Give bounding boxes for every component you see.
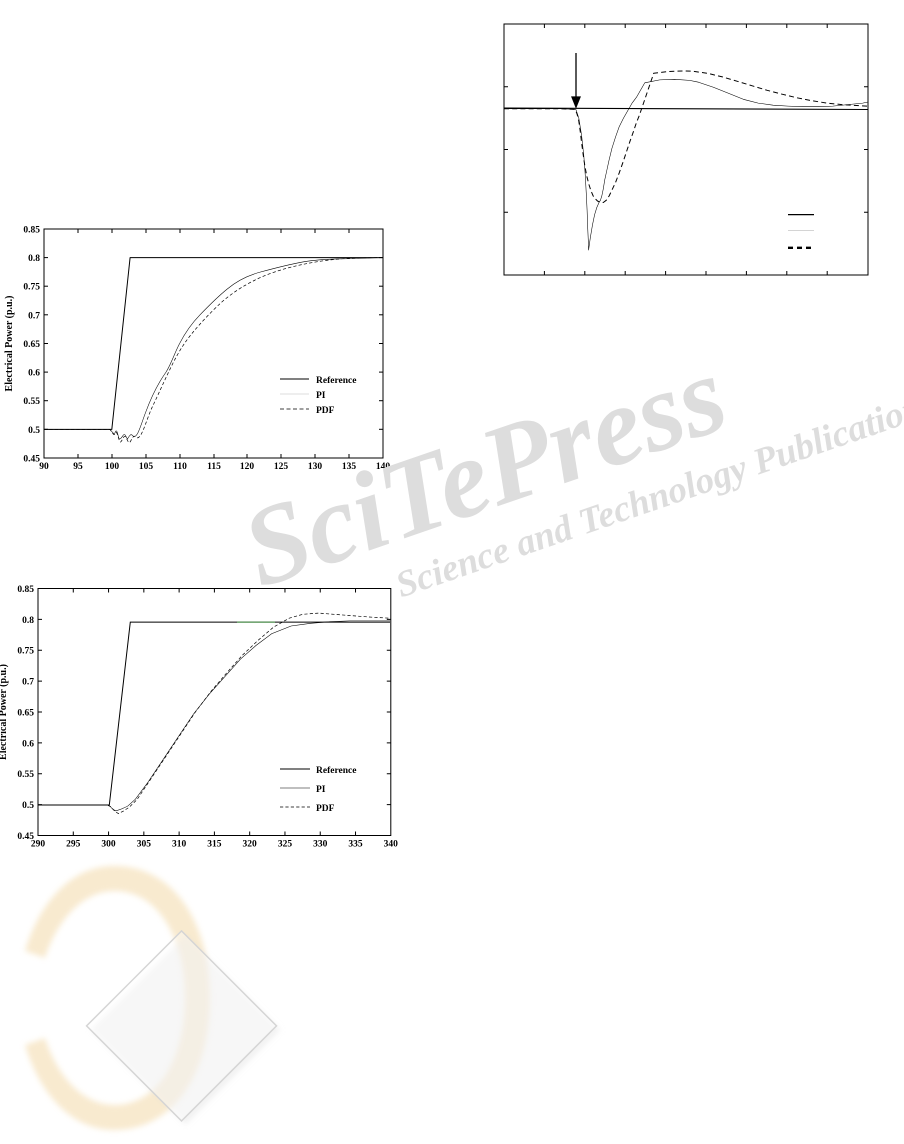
svg-text:95: 95 [73, 462, 83, 470]
svg-text:325: 325 [278, 840, 293, 850]
svg-text:120: 120 [240, 462, 255, 470]
svg-text:Electrical Power (p.u.): Electrical Power (p.u.) [0, 664, 9, 760]
svg-text:0.7: 0.7 [22, 678, 34, 688]
svg-text:0.45: 0.45 [23, 455, 40, 465]
svg-text:110: 110 [173, 462, 187, 470]
svg-text:125: 125 [274, 462, 289, 470]
svg-text:0.8: 0.8 [22, 616, 34, 626]
svg-text:0.5: 0.5 [28, 426, 40, 436]
svg-text:330: 330 [313, 840, 328, 850]
svg-text:0.85: 0.85 [23, 226, 40, 236]
svg-text:0.55: 0.55 [17, 770, 34, 780]
svg-text:140: 140 [376, 462, 391, 470]
svg-text:295: 295 [66, 840, 81, 850]
svg-text:0.65: 0.65 [23, 340, 40, 350]
svg-text:115: 115 [207, 462, 221, 470]
svg-text:100: 100 [105, 462, 120, 470]
svg-text:105: 105 [139, 462, 154, 470]
svg-text:340: 340 [384, 840, 399, 850]
svg-text:0.6: 0.6 [22, 739, 34, 749]
svg-text:320: 320 [243, 840, 258, 850]
svg-text:PI: PI [316, 785, 326, 795]
svg-text:335: 335 [348, 840, 363, 850]
svg-text:0.75: 0.75 [17, 647, 34, 657]
svg-text:0.5: 0.5 [22, 801, 34, 811]
svg-text:0.75: 0.75 [23, 283, 40, 293]
svg-text:0.55: 0.55 [23, 397, 40, 407]
svg-text:PDF: PDF [316, 406, 335, 416]
svg-text:Reference: Reference [316, 766, 356, 776]
svg-text:305: 305 [137, 840, 152, 850]
svg-text:90: 90 [39, 462, 49, 470]
svg-text:Electrical Power (p.u.): Electrical Power (p.u.) [4, 296, 15, 392]
svg-text:300: 300 [101, 840, 116, 850]
svg-text:0.7: 0.7 [28, 311, 40, 321]
svg-text:PI: PI [316, 391, 326, 401]
svg-text:0.8: 0.8 [28, 254, 40, 264]
svg-text:315: 315 [207, 840, 222, 850]
svg-text:0.45: 0.45 [17, 832, 34, 842]
svg-text:0.65: 0.65 [17, 709, 34, 719]
svg-text:130: 130 [308, 462, 323, 470]
svg-text:310: 310 [172, 840, 187, 850]
svg-text:0.6: 0.6 [28, 369, 40, 379]
svg-text:Reference: Reference [316, 376, 356, 386]
svg-text:0.85: 0.85 [17, 585, 34, 595]
svg-text:135: 135 [342, 462, 357, 470]
svg-text:PDF: PDF [316, 804, 335, 814]
